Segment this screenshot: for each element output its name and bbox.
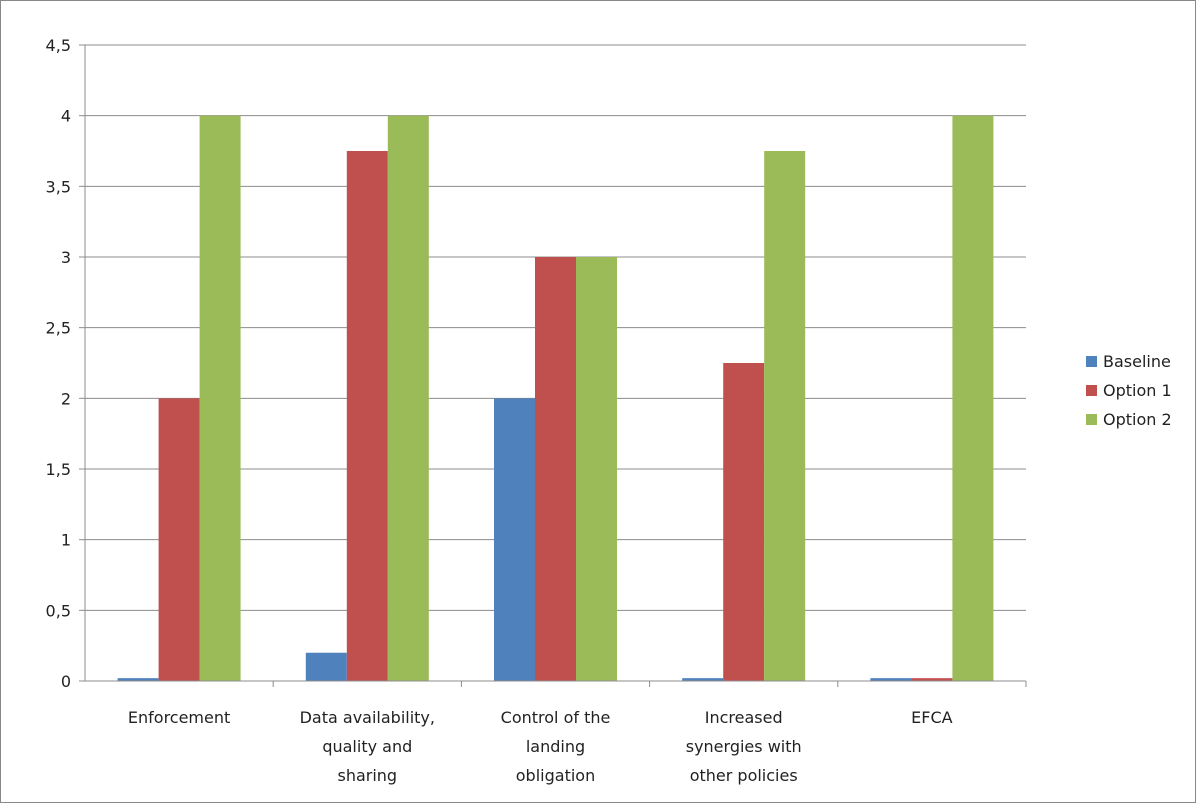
axes bbox=[79, 44, 1027, 687]
bar-option-1 bbox=[158, 398, 200, 681]
x-category-label: Enforcement bbox=[128, 708, 230, 727]
bar-option-2 bbox=[576, 257, 617, 681]
x-category-label: Data availability, quality and sharing bbox=[300, 708, 435, 785]
bar-baseline bbox=[870, 678, 912, 681]
bar-option-1 bbox=[911, 678, 953, 681]
bar-option-1 bbox=[346, 151, 388, 681]
y-tick-label: 0,5 bbox=[46, 601, 71, 620]
legend-label: Baseline bbox=[1103, 352, 1171, 371]
bar-option-2 bbox=[952, 115, 994, 681]
legend-swatch-option-1 bbox=[1086, 385, 1097, 396]
bar-option-2 bbox=[199, 115, 241, 681]
x-category-label: Control of the landing obligation bbox=[501, 708, 611, 785]
x-category-label: EFCA bbox=[911, 708, 952, 727]
y-tick-label: 3,5 bbox=[46, 177, 71, 196]
bar-baseline bbox=[305, 652, 347, 681]
y-tick-label: 2 bbox=[61, 389, 71, 408]
bar-option-2 bbox=[764, 151, 806, 681]
y-tick-label: 3 bbox=[61, 248, 71, 267]
y-tick-label: 4 bbox=[61, 107, 71, 126]
y-tick-label: 2,5 bbox=[46, 319, 71, 338]
bar-option-2 bbox=[387, 115, 429, 681]
legend-swatch-option-2 bbox=[1086, 414, 1097, 425]
y-tick-label: 0 bbox=[61, 672, 71, 691]
bar-baseline bbox=[494, 398, 535, 681]
x-axis-category-labels: Enforcement Data availability, quality and… bbox=[128, 708, 953, 785]
y-tick-label: 1 bbox=[61, 531, 71, 550]
legend: Baseline Option 1 Option 2 bbox=[1086, 352, 1172, 429]
x-category-label: Increased synergies with other policies bbox=[686, 708, 802, 785]
legend-label: Option 1 bbox=[1103, 381, 1172, 400]
bar-option-1 bbox=[723, 363, 765, 681]
bar-option-1 bbox=[535, 257, 576, 681]
bar-baseline bbox=[117, 678, 159, 681]
legend-label: Option 2 bbox=[1103, 410, 1172, 429]
y-tick-label: 4,5 bbox=[46, 36, 71, 55]
bar-baseline bbox=[682, 678, 724, 681]
y-axis-tick-labels: 0 0,5 1 1,5 2 2,5 3 3,5 4 4,5 bbox=[46, 36, 71, 691]
legend-swatch-baseline bbox=[1086, 356, 1097, 367]
bars bbox=[117, 115, 994, 681]
y-tick-label: 1,5 bbox=[46, 460, 71, 479]
